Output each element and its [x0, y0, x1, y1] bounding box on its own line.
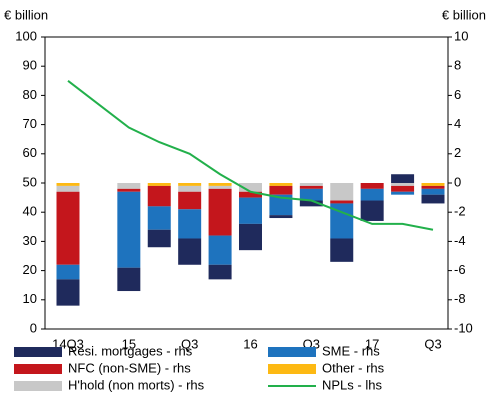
bar-segment — [178, 191, 202, 210]
y2-tick-label: 4 — [454, 116, 461, 131]
y2-tick-label: 6 — [454, 87, 461, 102]
bar-segment — [421, 185, 445, 189]
bar-segment — [421, 183, 445, 186]
y-tick-label: 90 — [23, 58, 37, 73]
bar-segment — [56, 185, 80, 192]
bar-segment — [208, 183, 232, 186]
y-tick-label: 20 — [23, 262, 37, 277]
bar-segment — [147, 183, 171, 186]
y2-tick-label: -2 — [454, 204, 466, 219]
bar-segment — [56, 191, 80, 265]
y2-tick-label: 10 — [454, 28, 468, 43]
y-axis-label: € billion — [4, 7, 48, 22]
bar-segment — [117, 191, 141, 268]
y-tick-label: 40 — [23, 204, 37, 219]
y-tick-label: 60 — [23, 145, 37, 160]
x-tick-label: 17 — [365, 336, 379, 351]
bar-segment — [117, 188, 141, 192]
bar-segment — [299, 185, 323, 189]
bar-segment — [178, 238, 202, 265]
bar-segment — [147, 185, 171, 207]
legend-label: SME - rhs — [322, 343, 380, 358]
bar-segment — [269, 185, 293, 195]
y-tick-label: 30 — [23, 233, 37, 248]
bar-segment — [208, 264, 232, 280]
bar-segment — [56, 279, 80, 306]
y2-tick-label: 8 — [454, 58, 461, 73]
y2-tick-label: 0 — [454, 174, 461, 189]
bar-segment — [269, 215, 293, 219]
legend-swatch — [268, 347, 316, 357]
bar-segment — [117, 183, 141, 189]
y2-tick-label: -10 — [454, 320, 473, 335]
bar-segment — [391, 191, 415, 195]
plot-frame — [44, 36, 449, 330]
bar-segment — [330, 183, 354, 201]
x-tick-label: 15 — [122, 336, 136, 351]
y-tick-label: 50 — [23, 174, 37, 189]
bar-segment — [299, 188, 323, 201]
legend-label: NPLs - lhs — [322, 377, 382, 392]
bar-segment — [208, 185, 232, 189]
bar-segment — [178, 209, 202, 239]
legend-label: NFC (non-SME) - rhs — [68, 360, 191, 375]
legend-label: H'hold (non morts) - rhs — [68, 377, 205, 392]
bar-segment — [330, 203, 354, 239]
bar-segment — [208, 188, 232, 236]
legend-swatch — [14, 381, 62, 391]
legend-label: Resi. mortgages - rhs — [68, 343, 193, 358]
y2-tick-label: -8 — [454, 291, 466, 306]
bar-segment — [239, 191, 262, 198]
x-tick-label: Q3 — [424, 336, 441, 351]
bar-segment — [117, 267, 141, 292]
line — [67, 80, 434, 231]
bar-segment — [421, 194, 445, 204]
y-tick-label: 0 — [30, 320, 37, 335]
legend-label: Other - rhs — [322, 360, 385, 375]
bar-segment — [299, 200, 323, 207]
y2-axis-label: € billion — [442, 7, 486, 22]
y-tick-label: 100 — [15, 28, 37, 43]
bar-segment — [269, 183, 293, 186]
bar-segment — [330, 200, 354, 204]
legend-swatch — [268, 364, 316, 374]
bar-segment — [56, 183, 80, 186]
bar-segment — [269, 194, 293, 216]
y2-tick-label: 2 — [454, 145, 461, 160]
x-tick-label: Q3 — [181, 336, 198, 351]
bar-segment — [208, 235, 232, 265]
bar-segment — [360, 200, 384, 221]
y-tick-label: 80 — [23, 87, 37, 102]
y-tick-label: 10 — [23, 291, 37, 306]
bar-segment — [360, 183, 384, 189]
bar-segment — [147, 206, 171, 230]
bar-segment — [299, 183, 323, 186]
bar-segment — [391, 185, 415, 192]
bar-segment — [391, 183, 415, 186]
bar-segment — [239, 223, 262, 251]
y2-tick-label: -4 — [454, 233, 466, 248]
y2-tick-label: -6 — [454, 262, 466, 277]
bar-segment — [178, 185, 202, 192]
bar-segment — [56, 264, 80, 280]
bar-segment — [330, 238, 354, 262]
bar-segment — [147, 229, 171, 248]
legend-swatch — [14, 347, 62, 357]
y-tick-label: 70 — [23, 116, 37, 131]
bar-segment — [239, 197, 262, 224]
x-tick-label: 16 — [243, 336, 257, 351]
legend-swatch — [14, 364, 62, 374]
bar-segment — [421, 188, 445, 195]
bar-segment — [239, 183, 262, 192]
bar-segment — [391, 174, 415, 183]
bar-segment — [360, 188, 384, 201]
bar-segment — [178, 183, 202, 186]
